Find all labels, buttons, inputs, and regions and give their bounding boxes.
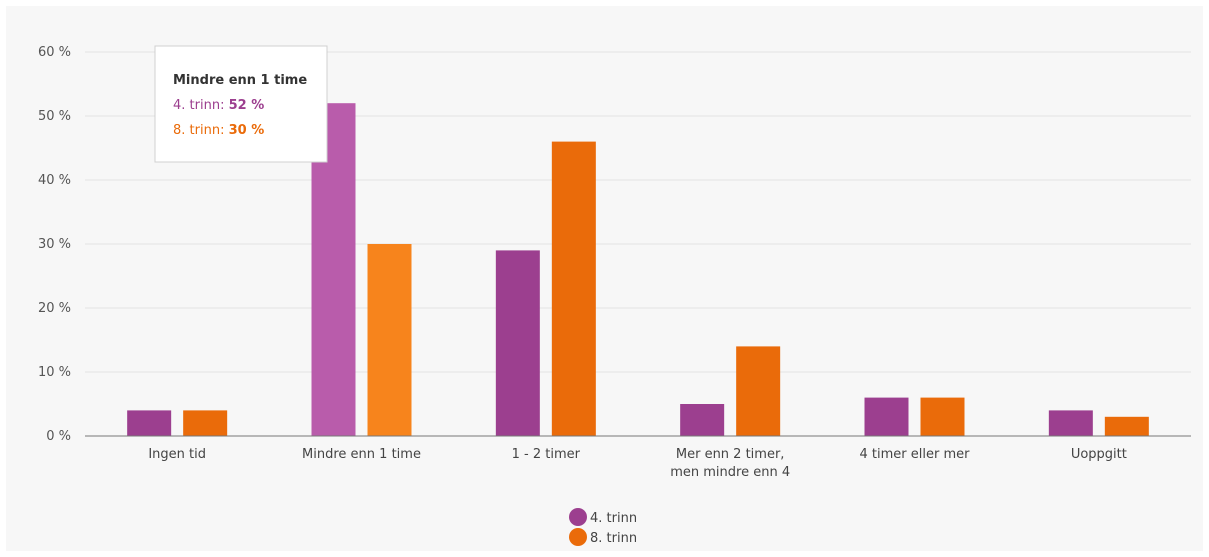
x-tick-label-line: 4 timer eller mer <box>860 447 971 462</box>
bar <box>736 346 781 436</box>
tooltip-row-value: 30 % <box>229 123 265 138</box>
tooltip-row-label: 4. trinn: <box>173 98 229 113</box>
bar <box>1048 410 1093 436</box>
bar <box>864 397 909 436</box>
tooltip-row: 8. trinn: 30 % <box>173 123 264 138</box>
tooltip-row: 4. trinn: 52 % <box>173 98 264 113</box>
bar <box>495 250 540 436</box>
y-tick-label: 20 % <box>38 301 71 316</box>
y-tick-label: 50 % <box>38 109 71 124</box>
bar <box>680 404 725 436</box>
bar <box>183 410 228 436</box>
y-tick-label: 0 % <box>46 429 71 444</box>
bar <box>551 141 596 436</box>
x-tick-label: Ingen tid <box>148 447 206 462</box>
y-tick-label: 40 % <box>38 173 71 188</box>
bar-chart: 0 % 10 % 20 % 30 % 40 % 50 % 60 % Ingen tid Mind… <box>38 45 1191 546</box>
x-tick-label: 4 timer eller mer <box>860 447 971 462</box>
x-tick-label-line: Ingen tid <box>148 447 206 462</box>
tooltip-row-label: 8. trinn: <box>173 123 229 138</box>
x-tick-label-line: men mindre enn 4 <box>670 465 790 480</box>
x-tick-label: Mindre enn 1 time <box>302 447 421 462</box>
x-tick-label-line: Uoppgitt <box>1071 447 1127 462</box>
legend-marker <box>569 508 587 526</box>
x-tick-label: 1 - 2 timer <box>512 447 581 462</box>
chart-panel: 0 % 10 % 20 % 30 % 40 % 50 % 60 % Ingen tid Mind… <box>6 6 1203 551</box>
legend-label: 8. trinn <box>590 531 637 546</box>
y-tick-label: 60 % <box>38 45 71 60</box>
bar <box>127 410 172 436</box>
x-tick-label-line: 1 - 2 timer <box>512 447 581 462</box>
bar <box>1104 416 1149 436</box>
legend-marker <box>569 528 587 546</box>
x-tick-label: Mer enn 2 timer, men mindre enn 4 <box>670 447 790 480</box>
legend-label: 4. trinn <box>590 511 637 526</box>
bar <box>920 397 965 436</box>
x-tick-label-line: Mer enn 2 timer, <box>676 447 785 462</box>
x-tick-label: Uoppgitt <box>1071 447 1127 462</box>
bar <box>367 244 412 436</box>
x-tick-label-line: Mindre enn 1 time <box>302 447 421 462</box>
tooltip-box <box>154 45 328 163</box>
y-tick-label: 10 % <box>38 365 71 380</box>
y-tick-label: 30 % <box>38 237 71 252</box>
tooltip-title: Mindre enn 1 time <box>173 73 307 88</box>
tooltip-row-value: 52 % <box>229 98 265 113</box>
